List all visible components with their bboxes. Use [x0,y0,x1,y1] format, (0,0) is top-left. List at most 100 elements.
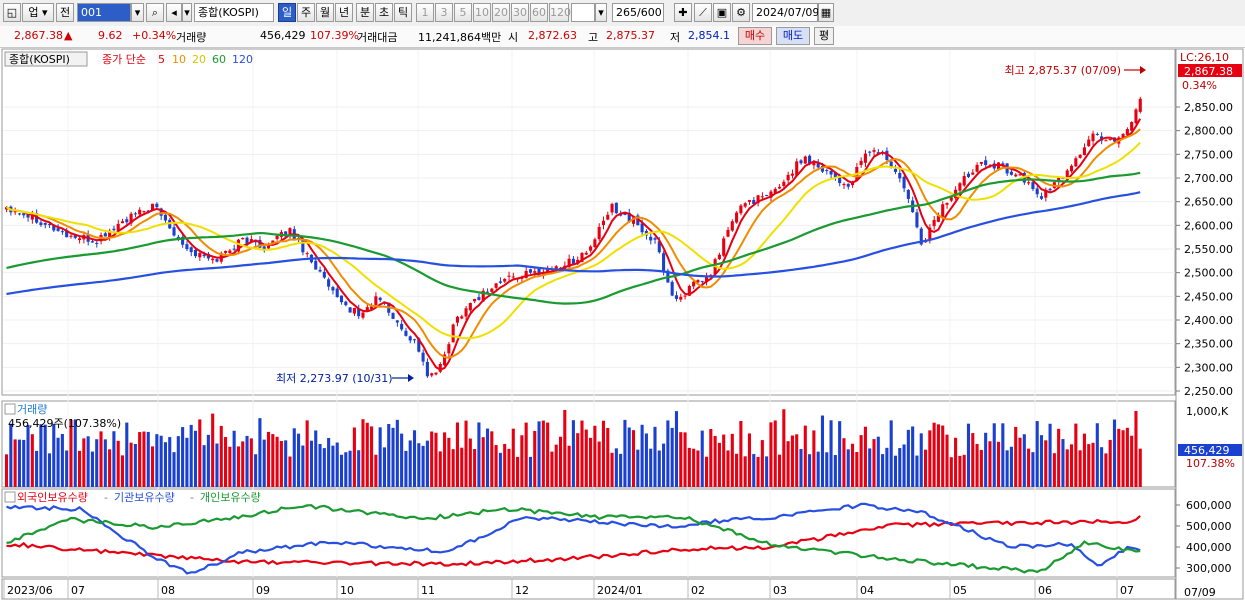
legend-name-box[interactable] [4,51,88,67]
candle-body [589,246,593,251]
candle-body [318,269,322,272]
interval-5-button[interactable]: 5 [454,3,472,22]
search-icon[interactable]: ⌕ [146,3,164,22]
volume-bar [430,431,434,487]
candle-body [30,214,34,220]
volume-bar [1009,446,1013,487]
candle-body [327,279,331,287]
volume-panel-box-icon[interactable] [4,403,16,415]
current-price: 2,867.38 [14,29,63,42]
period-second-button[interactable]: 초 [375,3,393,22]
candle-body [601,220,606,226]
interval-120-button[interactable]: 120 [549,3,571,22]
volume-bar [511,428,515,487]
code-dropdown-icon[interactable]: ▾ [131,3,144,22]
candle-body [421,352,425,362]
stock-chart[interactable]: 2,850.00 2,800.00 2,750.00 2,700.00 2,650.00… [0,47,1245,602]
candle-body [339,295,344,303]
candle-body [473,298,477,302]
code-input[interactable]: 001 [77,3,131,22]
period-month-button[interactable]: 월 [316,3,334,22]
interval-20-button[interactable]: 20 [492,3,510,22]
speaker-icon[interactable]: ◂ [166,3,182,22]
candle-body [370,306,374,310]
interval-60-button[interactable]: 60 [530,3,548,22]
volume-bar [550,451,554,487]
candle-body [142,211,146,213]
volume-bar [752,454,756,487]
volume-bar [902,444,906,487]
volume-bar [597,441,601,487]
candle-body [181,236,185,245]
price-tick-label: 2,850.00 [1184,101,1233,114]
volume-bar [636,449,640,487]
volume-bar [391,427,395,487]
volume-bar [803,425,807,487]
candle-body [726,229,730,237]
volume-bar [644,433,648,487]
volume-bar [919,433,923,487]
volume-bar [885,447,889,487]
up-arrow-icon: ▲ [64,29,73,42]
data-count-field[interactable]: 265/600 [612,3,664,22]
period-day-button[interactable]: 일 [278,3,296,22]
custom-interval-input[interactable] [571,3,595,22]
market-select[interactable]: 업 ▾ [22,3,54,22]
interval-1-button[interactable]: 1 [416,3,434,22]
toolbar: ◱ 업 ▾ 전 001 ▾ ⌕ ◂ ▾ 종합(KOSPI) 일 주 월 년 분 … [0,0,1245,27]
volume-bar [108,449,112,487]
period-week-button[interactable]: 주 [297,3,315,22]
volume-bar [932,422,936,487]
candle-body [936,215,940,222]
candle-body [975,164,979,172]
interval-30-button[interactable]: 30 [511,3,529,22]
add-indicator-icon[interactable]: ✚ [674,3,692,22]
period-minute-button[interactable]: 분 [356,3,374,22]
volume-bar [193,430,198,487]
candle-body [78,238,82,240]
price-tick-label: 2,300.00 [1184,361,1233,374]
volume-bar [631,430,636,487]
calendar-icon[interactable]: ▦ [818,3,834,22]
volume-bar [889,420,893,487]
period-tick-button[interactable]: 틱 [394,3,412,22]
eval-button[interactable]: 평 [814,27,834,45]
low-label: 저 [670,31,681,44]
candle-body [1108,139,1112,141]
candle-body [623,213,627,215]
volume-bar [1138,448,1142,487]
draw-tool-icon[interactable]: ⟋ [694,3,712,22]
custom-interval-dropdown-icon[interactable]: ▾ [595,3,607,22]
current-price-tag-text: 2,867.38 [1184,65,1233,78]
volume-bar [979,449,983,487]
window-icon[interactable]: ◱ [3,3,21,22]
volume-bar [395,419,399,487]
candle-body [820,165,825,172]
speaker-dropdown-icon[interactable]: ▾ [182,3,192,22]
holdings-panel-box-icon[interactable] [4,491,16,503]
sell-button[interactable]: 매도 [776,27,810,45]
candle-body [344,301,348,306]
volume-top-tick: 1,000,K [1186,405,1229,418]
volume-bar [490,431,494,487]
volume-bar [911,426,915,487]
volume-bar [288,456,292,487]
candle-body [451,324,455,343]
date-input[interactable]: 2024/07/09 [752,3,819,22]
candle-body [498,281,502,283]
candle-body [1095,133,1099,135]
prev-button[interactable]: 전 [56,3,74,22]
lc-label: LC:26,10 [1180,51,1229,64]
candle-body [722,238,726,256]
period-year-button[interactable]: 년 [335,3,353,22]
interval-3-button[interactable]: 3 [435,3,453,22]
save-icon[interactable]: ▣ [713,3,731,22]
legend-sep-1: - [104,491,108,504]
volume-bar [249,438,253,487]
volume-bar [455,422,459,487]
candle-body [335,288,339,298]
buy-button[interactable]: 매수 [738,27,772,45]
legend-institution: 기관보유수량 [114,491,175,504]
interval-10-button[interactable]: 10 [473,3,491,22]
gear-icon[interactable]: ⚙ [732,3,750,22]
